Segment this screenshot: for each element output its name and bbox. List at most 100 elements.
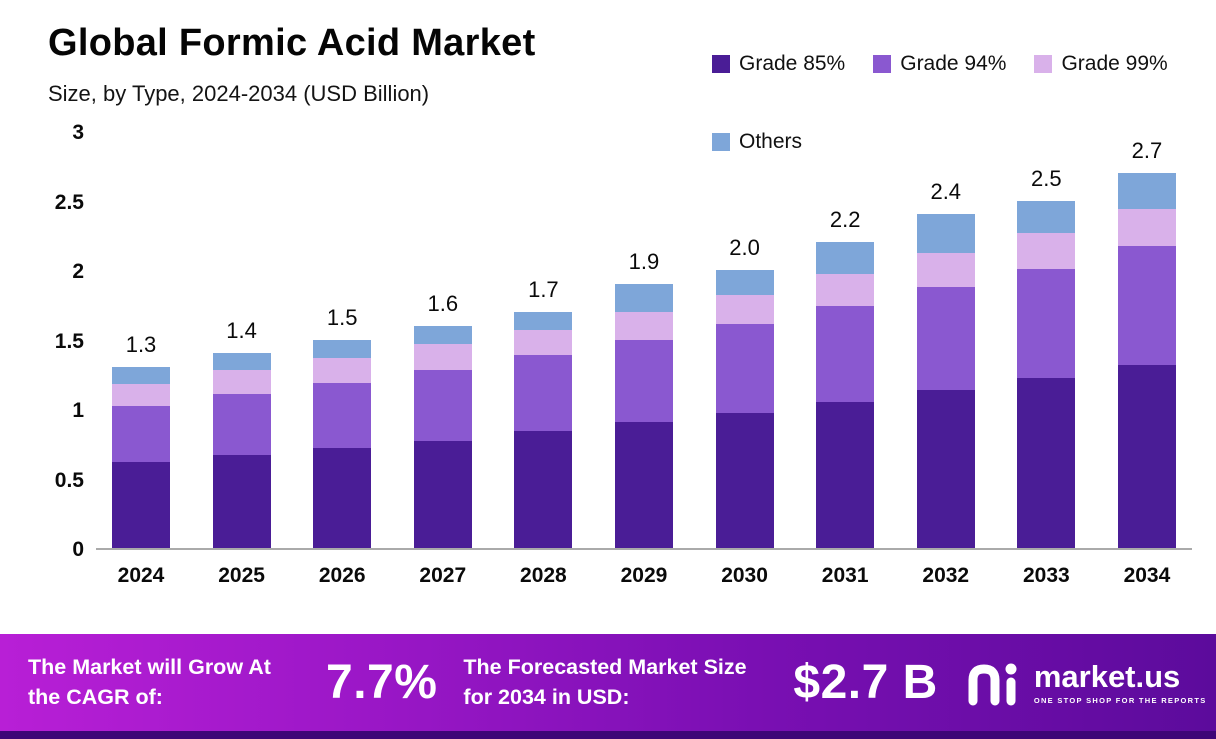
bar-segment — [413, 343, 472, 371]
bar-segment — [916, 286, 975, 390]
bar-segment — [916, 214, 975, 254]
y-tick-label: 2 — [72, 260, 84, 283]
bar-stack — [715, 270, 774, 548]
bar-group: 1.7 — [514, 133, 573, 548]
bar-segment — [614, 311, 673, 340]
bar-segment — [715, 295, 774, 325]
bottom-strip — [0, 731, 1216, 739]
bar-segment — [514, 354, 573, 432]
bar-segment — [1117, 172, 1176, 209]
bar-segment — [212, 353, 271, 371]
bar-segment — [413, 440, 472, 548]
x-axis-label: 2030 — [721, 564, 768, 587]
bar-segment — [212, 370, 271, 394]
y-tick-label: 1 — [72, 399, 84, 422]
bar-segment — [313, 339, 372, 358]
legend-item-3: Grade 99% — [1034, 52, 1168, 76]
bar-segment — [112, 367, 170, 384]
brand-text: market.us ONE STOP SHOP FOR THE REPORTS — [1034, 661, 1207, 705]
bar-total-label: 1.5 — [326, 304, 358, 330]
forecast-value: $2.7 B — [793, 656, 938, 709]
plot-wrap: 1.3 1.4 1.5 1.6 1.7 1.9 2.0 2.2 2.4 2.5 2.7 2024 20… — [96, 133, 1192, 588]
bar-segment — [514, 311, 573, 330]
bar-segment — [1117, 246, 1176, 365]
cagr-label: The Market will Grow At the CAGR of: — [28, 655, 271, 709]
bar-segment — [112, 461, 170, 548]
brand-name: market.us — [1033, 658, 1181, 694]
bar-segment — [1017, 200, 1076, 233]
bar-total-label: 2.0 — [729, 235, 760, 260]
bar-total-label: 2.4 — [930, 179, 962, 205]
bar-segment — [212, 454, 271, 548]
bar-segment — [1017, 268, 1076, 379]
x-axis-label: 2025 — [218, 564, 265, 587]
bar-segment — [916, 389, 975, 548]
bar-segment — [614, 339, 673, 422]
legend-item-1: Grade 85% — [712, 52, 845, 76]
chart-legend: Grade 85% Grade 94% Grade 99% Others — [712, 52, 1210, 154]
bar-stack — [514, 311, 573, 548]
chart-title: Global Formic Acid Market — [48, 22, 536, 64]
bar-segment — [112, 384, 170, 407]
bar-stack — [1017, 200, 1076, 548]
y-tick-label: 0.5 — [54, 468, 84, 492]
x-axis-label: 2028 — [520, 564, 567, 587]
bar-stack — [212, 353, 271, 548]
bar-group: 2.7 — [1117, 133, 1176, 548]
y-tick-label: 3 — [72, 121, 84, 144]
bar-group: 1.3 — [112, 133, 170, 548]
bar-stack — [614, 283, 673, 548]
legend-swatch-icon — [712, 55, 730, 73]
bar-total-label: 1.4 — [226, 318, 257, 344]
legend-label: Grade 85% — [739, 52, 846, 75]
y-tick-label: 1.5 — [54, 329, 84, 353]
bar-stack — [112, 367, 170, 548]
legend-swatch-icon — [873, 55, 892, 73]
bar-segment — [614, 421, 673, 548]
legend-label: Grade 99% — [1061, 52, 1168, 75]
bar-segment — [715, 324, 774, 414]
x-axis-label: 2027 — [419, 564, 467, 587]
y-tick-label: 2.5 — [54, 190, 84, 214]
x-axis-label: 2033 — [1022, 564, 1070, 587]
bar-stack — [413, 325, 472, 548]
bar-total-label: 1.3 — [125, 332, 157, 358]
bar-stack — [916, 214, 975, 548]
bar-segment — [816, 306, 875, 403]
y-tick-label: 0 — [72, 538, 84, 561]
bar-segment — [112, 406, 170, 462]
x-axis-label: 2034 — [1123, 564, 1171, 587]
bar-segment — [715, 413, 774, 548]
bar-segment — [916, 253, 975, 287]
bar-total-label: 1.6 — [427, 290, 459, 316]
bar-segment — [514, 329, 573, 355]
bar-segment — [1117, 364, 1176, 548]
bar-total-label: 1.7 — [528, 276, 559, 302]
cagr-value: 7.7% — [326, 656, 438, 709]
bar-group: 1.9 — [614, 133, 673, 548]
chart-area: 0 0.5 1 1.5 2 2.5 3 1.3 1.4 1.5 1.6 1.7 1.9 2.0 2.2 2.… — [0, 121, 1216, 588]
bar-group: 1.4 — [212, 133, 271, 548]
bar-total-label: 1.9 — [628, 248, 660, 274]
bar-segment — [313, 382, 372, 448]
bar-segment — [413, 370, 472, 441]
bar-stack — [816, 242, 875, 548]
legend-label: Grade 94% — [900, 52, 1007, 75]
legend-swatch-icon — [1034, 55, 1053, 73]
bar-segment — [715, 270, 774, 296]
bar-segment — [514, 431, 573, 548]
plot-area: 1.3 1.4 1.5 1.6 1.7 1.9 2.0 2.2 2.4 2.5 2.7 — [96, 133, 1192, 550]
bar-group: 2.4 — [916, 133, 975, 548]
bar-segment — [614, 283, 673, 312]
bar-segment — [816, 242, 875, 275]
bar-segment — [816, 402, 875, 548]
legend-item-4: Others — [712, 130, 802, 154]
bar-group: 2.0 — [715, 133, 774, 548]
legend-item-2: Grade 94% — [873, 52, 1006, 76]
bar-segment — [1117, 208, 1176, 247]
forecast-label: The Forecasted Market Size for 2034 in U… — [463, 655, 747, 709]
bar-total-label: 2.7 — [1131, 137, 1163, 163]
bar-segment — [1017, 232, 1076, 269]
x-axis-label: 2031 — [821, 564, 869, 587]
